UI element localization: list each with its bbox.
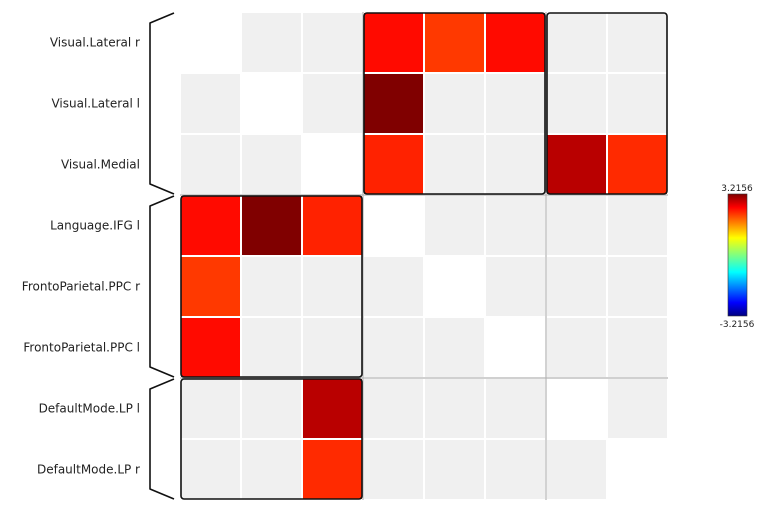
heatmap-cell [240,316,303,379]
heatmap-cell [240,438,303,501]
block-frame [546,12,668,195]
heatmap-cells [179,11,669,501]
heatmap-cell [484,255,547,318]
heatmap-cell [362,438,425,501]
heatmap-cell [301,194,364,257]
heatmap-cell [179,316,242,379]
heatmap-cell [484,377,547,440]
heatmap-cell [362,194,425,257]
heatmap-cell [362,72,425,135]
row-label: FrontoParietal.PPC r [22,280,140,294]
heatmap-cell [240,133,303,196]
heatmap-cell [240,194,303,257]
heatmap-cell [484,11,547,74]
heatmap-cell [423,438,486,501]
heatmap-cell [545,72,608,135]
heatmap-cell [484,194,547,257]
heatmap-cell [179,11,242,74]
row-label: Visual.Lateral l [51,97,140,111]
heatmap-cell [362,316,425,379]
heatmap-cell [362,11,425,74]
heatmap-cell [240,255,303,318]
group-brace [149,378,175,500]
heatmap-cell [484,133,547,196]
group-brace [149,12,175,195]
row-label: DefaultMode.LP l [39,402,140,416]
row-label: Visual.Lateral r [50,36,140,50]
heatmap-cell [240,377,303,440]
heatmap-cell [301,11,364,74]
heatmap-cell [545,133,608,196]
heatmap-cell [423,377,486,440]
group-braces [149,12,175,500]
block-frame [180,195,363,378]
heatmap-cell [423,72,486,135]
heatmap-cell [179,72,242,135]
heatmap-cell [484,72,547,135]
heatmap-cell [240,72,303,135]
colorbar-max-label: 3.2156 [721,184,753,194]
heatmap-cell [484,316,547,379]
colorbar-gradient [727,193,748,317]
row-labels: Visual.Lateral r Visual.Lateral l Visual.M… [22,36,140,477]
heatmap-cell [423,255,486,318]
heatmap-cell [362,133,425,196]
block-frame [363,12,546,195]
row-label: FrontoParietal.PPC l [23,341,140,355]
heatmap-cell [179,194,242,257]
heatmap-cell [179,377,242,440]
heatmap-cell [606,72,669,135]
group-boundaries [180,12,668,500]
colorbar-min-label: -3.2156 [720,320,755,330]
heatmap-cell [301,438,364,501]
heatmap-cell [301,72,364,135]
heatmap-cell [545,255,608,318]
heatmap-cell [423,133,486,196]
heatmap-cell [606,11,669,74]
heatmap-cell [545,377,608,440]
heatmap-cell [240,11,303,74]
heatmap-cell [423,11,486,74]
heatmap-cell [606,316,669,379]
heatmap-cell [362,255,425,318]
heatmap-cell [606,194,669,257]
heatmap-cell [545,194,608,257]
row-label: DefaultMode.LP r [37,463,140,477]
row-label: Visual.Medial [61,158,140,172]
heatmap-cell [484,438,547,501]
heatmap-cell [179,255,242,318]
heatmap-cell [606,255,669,318]
heatmap-cell [301,133,364,196]
heatmap-cell [606,377,669,440]
heatmap-cell [545,316,608,379]
heatmap-cell [545,438,608,501]
heatmap-cell [362,377,425,440]
block-frame [180,378,363,500]
group-brace [149,195,175,378]
heatmap-cell [301,377,364,440]
heatmap-cell [545,11,608,74]
heatmap-cell [179,438,242,501]
heatmap-cell [301,255,364,318]
heatmap-cell [606,438,669,501]
heatmap-cell [301,316,364,379]
heatmap-cell [423,194,486,257]
heatmap-cell [179,133,242,196]
heatmap-cell [423,316,486,379]
colorbar: 3.2156 -3.2156 [720,184,755,330]
heatmap-cell [606,133,669,196]
row-label: Language.IFG l [50,219,140,233]
